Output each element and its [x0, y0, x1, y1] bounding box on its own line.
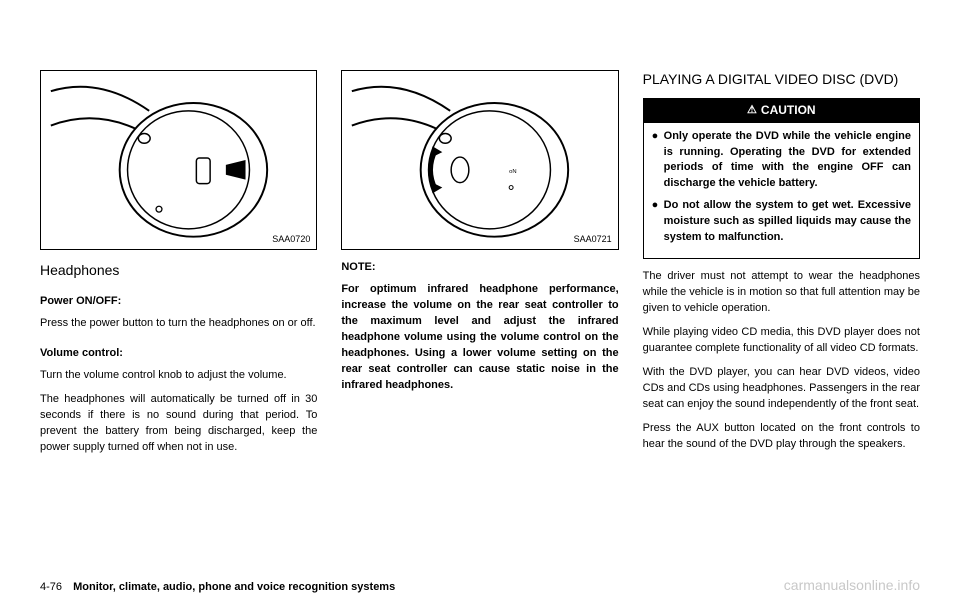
caution-bullet-2: ● Do not allow the system to get wet. Ex…	[652, 198, 911, 246]
figure-headphone-volume: oN SAA0721	[341, 70, 618, 250]
caution-box: ⚠ CAUTION ● Only operate the DVD while t…	[643, 98, 920, 259]
page-footer: 4-76 Monitor, climate, audio, phone and …	[40, 581, 395, 593]
auto-off-text: The headphones will automatically be tur…	[40, 392, 317, 456]
caution-body: ● Only operate the DVD while the vehicle…	[644, 123, 919, 259]
volume-control-text: Turn the volume control knob to adjust t…	[40, 368, 317, 384]
page-columns: SAA0720 Headphones Power ON/OFF: Press t…	[40, 70, 920, 570]
headphone-power-illustration	[41, 71, 316, 249]
column-3: PLAYING A DIGITAL VIDEO DISC (DVD) ⚠ CAU…	[643, 70, 920, 570]
watermark: carmanualsonline.info	[784, 577, 920, 593]
bullet-icon: ●	[652, 198, 664, 246]
figure-headphone-power: SAA0720	[40, 70, 317, 250]
note-body: For optimum infrared headphone performan…	[341, 282, 618, 394]
svg-text:oN: oN	[509, 169, 517, 175]
caution-bullet-2-text: Do not allow the system to get wet. Exce…	[664, 198, 911, 246]
figure-label-2: SAA0721	[574, 233, 612, 246]
dvd-para-1: The driver must not attempt to wear the …	[643, 269, 920, 317]
warning-icon: ⚠	[747, 103, 757, 119]
playing-dvd-heading: PLAYING A DIGITAL VIDEO DISC (DVD)	[643, 70, 920, 88]
dvd-para-4: Press the AUX button located on the fron…	[643, 421, 920, 453]
caution-bullet-1: ● Only operate the DVD while the vehicle…	[652, 129, 911, 193]
page-number: 4-76	[40, 581, 62, 593]
headphones-heading: Headphones	[40, 260, 317, 280]
column-1: SAA0720 Headphones Power ON/OFF: Press t…	[40, 70, 317, 570]
power-onoff-label: Power ON/OFF:	[40, 294, 317, 310]
power-onoff-text: Press the power button to turn the headp…	[40, 316, 317, 332]
caution-bullet-1-text: Only operate the DVD while the vehicle e…	[664, 129, 911, 193]
section-title: Monitor, climate, audio, phone and voice…	[73, 581, 395, 593]
volume-control-label: Volume control:	[40, 346, 317, 362]
bullet-icon: ●	[652, 129, 664, 193]
figure-label-1: SAA0720	[272, 233, 310, 246]
column-2: oN SAA0721 NOTE: For optimum infrared he…	[341, 70, 618, 570]
note-label: NOTE:	[341, 260, 618, 276]
dvd-para-2: While playing video CD media, this DVD p…	[643, 325, 920, 357]
caution-label: CAUTION	[761, 102, 816, 119]
headphone-volume-illustration: oN	[342, 71, 617, 249]
caution-header: ⚠ CAUTION	[644, 99, 919, 122]
dvd-para-3: With the DVD player, you can hear DVD vi…	[643, 365, 920, 413]
